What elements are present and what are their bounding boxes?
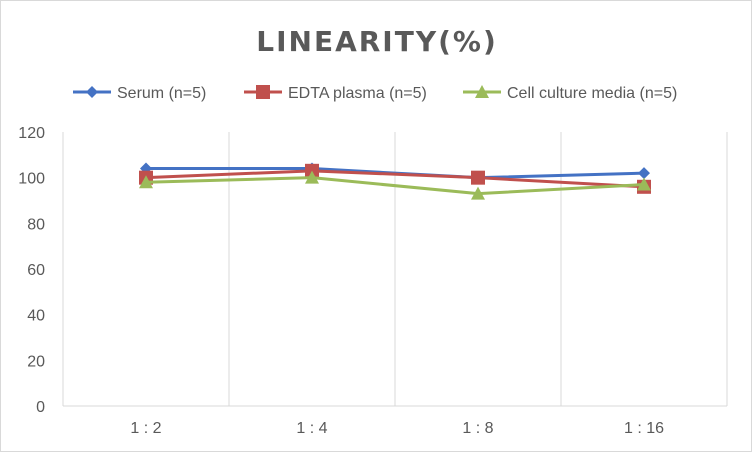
series-line [144,169,646,189]
data-point [305,170,319,184]
legend-label: Serum (n=5) [117,85,206,102]
x-tick-label: 1 : 2 [130,420,161,437]
legend-label: Cell culture media (n=5) [507,85,677,102]
y-tick-label: 60 [27,262,45,279]
data-point [637,177,651,191]
series-line [144,176,646,196]
chart-title: LINEARITY(%) [256,25,498,58]
y-tick-label: 20 [27,353,45,370]
y-tick-label: 100 [18,171,45,188]
legend-marker [256,85,270,99]
y-axis-ticks: 0 20 40 60 80 100 120 [18,125,45,416]
x-tick-label: 1 : 16 [624,420,664,437]
y-tick-label: 120 [18,125,45,142]
series-3 [139,170,651,200]
legend-label: EDTA plasma (n=5) [288,85,427,102]
x-axis-ticks: 1 : 2 1 : 4 1 : 8 1 : 16 [130,420,664,437]
x-tick-label: 1 : 8 [462,420,493,437]
data-point [471,170,485,185]
series-group [139,162,651,200]
legend-item: EDTA plasma (n=5) [244,85,427,102]
data-point [471,186,485,200]
y-tick-label: 0 [36,399,45,416]
y-tick-label: 40 [27,308,45,325]
data-point [139,175,153,189]
legend-item: Serum (n=5) [73,85,206,102]
grid [62,132,728,406]
legend-marker [86,86,98,98]
data-point [638,167,650,180]
legend-marker [475,85,489,98]
x-tick-label: 1 : 4 [296,420,327,437]
legend-item: Cell culture media (n=5) [463,85,677,102]
y-tick-label: 80 [27,216,45,233]
legend: Serum (n=5) EDTA plasma (n=5) Cell culture… [73,85,677,102]
